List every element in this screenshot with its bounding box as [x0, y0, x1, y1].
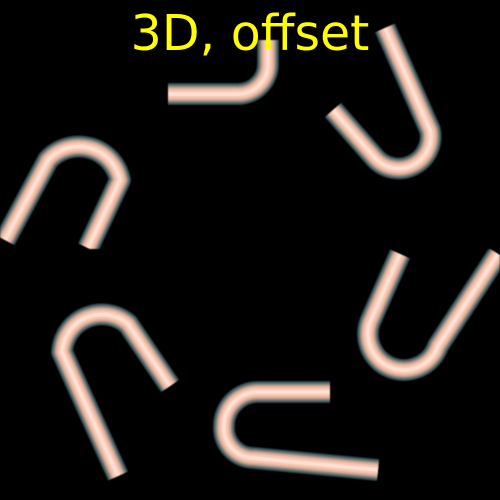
- u-tube-top-center-shade: [168, 40, 270, 96]
- u-tube-left: [0, 135, 131, 249]
- u-tube-left-shade: [3, 144, 122, 249]
- u-tube-right-shade: [366, 252, 500, 373]
- u-tube-top-right-shade: [331, 27, 433, 171]
- u-tube-bottom-center: [212, 381, 380, 481]
- u-tube-top-center: [168, 40, 279, 105]
- u-tube-right: [357, 249, 500, 382]
- u-tube-bottom-left-shade: [60, 312, 172, 477]
- page-title: 3D, offset: [130, 5, 370, 62]
- u-tube-bottom-center-shade: [221, 390, 379, 472]
- u-tube-top-right: [324, 23, 442, 180]
- u-tube-bottom-left: [51, 303, 180, 481]
